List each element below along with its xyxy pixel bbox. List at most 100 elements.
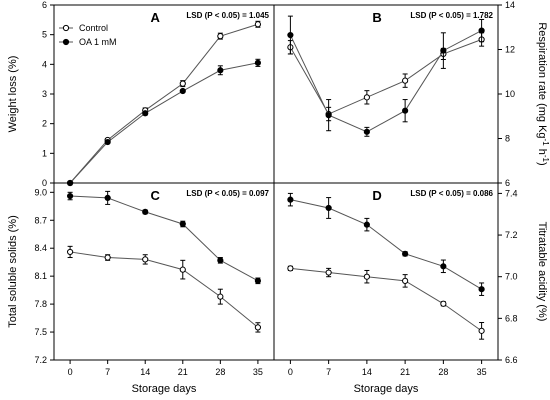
y-tick-label: 9.0 — [34, 187, 47, 197]
legend: Control OA 1 mM — [59, 23, 117, 47]
series-oa-1mm — [287, 192, 485, 296]
data-point — [440, 47, 447, 54]
plot-frame — [273, 182, 499, 361]
panel-letter: D — [372, 188, 381, 203]
x-axis-title-right: Storage days — [354, 383, 419, 395]
data-point — [325, 204, 332, 212]
x-axis-title-left: Storage days — [132, 383, 197, 395]
lsd-annotation: LSD (P < 0.05) = 1.782 — [410, 11, 493, 20]
y-tick-label: 8.7 — [34, 215, 47, 225]
y-tick-label: 7.5 — [34, 327, 47, 337]
y-tick-label: 4 — [42, 59, 47, 69]
data-point — [402, 77, 409, 84]
series-line — [70, 195, 259, 282]
y-tick-label: 7.0 — [505, 272, 518, 282]
x-tick-label: 7 — [326, 367, 331, 377]
data-point — [287, 265, 294, 272]
series-line — [69, 23, 259, 184]
y-tick-label: 12 — [505, 45, 515, 55]
panel-letter: A — [151, 10, 161, 25]
data-point — [402, 277, 409, 284]
x-tick-label: 28 — [438, 367, 448, 377]
data-point — [363, 94, 370, 101]
y-axis-title: Titratable acidity (%) — [536, 222, 548, 322]
data-point — [179, 80, 186, 87]
y-tick-label: 6 — [505, 178, 510, 188]
legend-marker — [62, 24, 70, 32]
panel-letter: B — [372, 10, 381, 25]
y-tick-label: 7.2 — [505, 230, 518, 240]
series-line — [289, 39, 482, 115]
x-tick-label: 21 — [400, 367, 410, 377]
plot-frame — [273, 4, 499, 184]
data-point — [287, 196, 294, 203]
y-tick-label: 10 — [505, 89, 515, 99]
data-point — [287, 31, 294, 39]
panel-b: 6 8 10 12 14 Respiration rate (mg Kg-1 h-1) B L… — [273, 0, 550, 188]
data-point — [440, 263, 447, 270]
series-line — [289, 30, 482, 133]
data-point — [104, 138, 111, 146]
y-tick-label: 6 — [42, 0, 47, 10]
series-control — [287, 32, 485, 122]
y-tick-label: 2 — [42, 119, 47, 129]
y-tick-label: 5 — [42, 30, 47, 40]
y-tick-label: 8.4 — [34, 243, 47, 253]
series-line — [290, 199, 482, 290]
x-tick-label: 0 — [288, 367, 293, 377]
x-tick-label: 35 — [253, 367, 263, 377]
legend-marker — [62, 38, 70, 46]
legend-label: Control — [79, 23, 108, 33]
data-point — [363, 273, 370, 280]
lsd-annotation: LSD (P < 0.05) = 0.086 — [410, 189, 493, 198]
x-tick-label: 28 — [215, 367, 225, 377]
data-point — [402, 250, 409, 257]
data-point — [478, 27, 485, 34]
y-tick-label: 6.6 — [505, 355, 518, 365]
series-control — [66, 245, 262, 333]
series-control — [287, 265, 485, 340]
y-tick-label: 8 — [505, 134, 510, 144]
y-tick-label: 0 — [42, 178, 47, 188]
panel-a: 0 1 2 3 4 5 6 Weight loss (%) A LSD (P < 0.05) = … — [7, 0, 275, 188]
data-point — [217, 33, 224, 40]
lsd-annotation: LSD (P < 0.05) = 1.045 — [186, 11, 269, 20]
data-point — [104, 254, 111, 261]
data-point — [254, 324, 262, 331]
y-tick-label: 7.8 — [34, 299, 47, 309]
panel-letter: C — [151, 188, 161, 203]
data-point — [478, 327, 485, 334]
lsd-annotation: LSD (P < 0.05) = 0.097 — [186, 189, 269, 198]
panel-c: 7.2 7.5 7.8 8.1 8.4 8.7 9.0 0 7 14 21 28 35 Total sol… — [7, 182, 275, 377]
y-tick-label: 1 — [42, 148, 47, 158]
data-point — [254, 21, 262, 28]
x-tick-label: 14 — [362, 367, 372, 377]
y-tick-label: 7.4 — [505, 188, 518, 198]
legend-label: OA 1 mM — [79, 37, 117, 47]
y-tick-label: 7.2 — [34, 355, 47, 365]
data-point — [254, 277, 262, 284]
y-tick-label: 6.8 — [505, 313, 518, 323]
data-point — [66, 192, 74, 200]
series-oa-1mm — [66, 58, 262, 187]
data-point — [217, 257, 224, 264]
x-tick-label: 7 — [105, 367, 110, 377]
data-point — [142, 110, 149, 117]
y-axis-title: Weight loss (%) — [7, 56, 19, 133]
data-point — [325, 269, 332, 276]
data-point — [363, 128, 370, 135]
data-point — [254, 59, 262, 66]
data-point — [217, 67, 224, 74]
data-point — [179, 87, 186, 95]
data-point — [142, 256, 149, 263]
series-line — [69, 62, 258, 184]
series-line — [70, 251, 259, 328]
y-axis-title: Total soluble solids (%) — [7, 215, 19, 328]
data-point — [325, 112, 332, 119]
series-line — [290, 267, 482, 332]
data-point — [402, 107, 409, 114]
y-tick-label: 3 — [42, 89, 47, 99]
data-point — [478, 286, 485, 293]
